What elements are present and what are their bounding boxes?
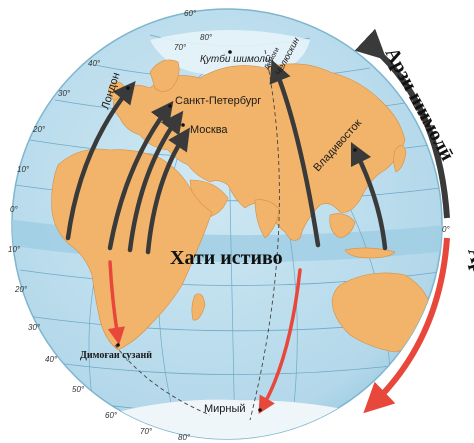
label-saint-petersburg: Санкт-Петербург xyxy=(175,95,261,107)
label-mirny: Мирный xyxy=(204,403,246,415)
australia xyxy=(331,272,433,353)
lat-20s: 20° xyxy=(14,285,28,294)
lat-70s: 70° xyxy=(140,427,153,436)
meridian-labels: 70° 80° xyxy=(174,33,213,52)
lat-50s: 50° xyxy=(72,385,85,394)
latitude-labels: 60° 40° 30° 20° 10° 0° 10° 20° 30° 40° 5… xyxy=(8,9,450,442)
dashed-route-south xyxy=(114,344,211,416)
north-hemisphere-arc xyxy=(354,28,450,219)
lat-0: 0° xyxy=(10,205,18,214)
south-hemisphere-arc xyxy=(363,237,450,414)
scandinavia xyxy=(149,59,180,92)
label-south-hemisphere: Арзи ҷанубӣ xyxy=(463,246,474,362)
label-equator: Хати истиво xyxy=(170,247,283,269)
lat-60s: 60° xyxy=(105,411,118,420)
lat-10n: 10° xyxy=(17,165,30,174)
lat-30n: 30° xyxy=(58,89,71,98)
meridian-80: 80° xyxy=(200,33,213,42)
madagascar xyxy=(191,293,206,321)
lat-0-right: 0° xyxy=(442,225,450,234)
meridian-70: 70° xyxy=(174,43,187,52)
label-north-pole: Қутби шимолӣ xyxy=(200,53,271,65)
dashed-meridian xyxy=(249,49,280,421)
lat-40n: 40° xyxy=(88,59,101,68)
northward-arrows xyxy=(65,59,388,255)
lat-60n: 60° xyxy=(184,9,197,18)
southeast-asia xyxy=(329,213,356,239)
lat-20n: 20° xyxy=(32,125,46,134)
label-cape-good-hope: Димоғаи сузанӣ xyxy=(80,350,152,361)
japan xyxy=(393,145,407,173)
india xyxy=(254,199,281,239)
label-moscow: Москва xyxy=(190,124,228,136)
city-markers xyxy=(116,50,357,412)
indonesia xyxy=(344,247,396,259)
lat-10s: 10° xyxy=(8,245,21,254)
lat-80s: 80° xyxy=(178,433,191,442)
lat-30s: 30° xyxy=(28,323,41,332)
lat-40s: 40° xyxy=(45,355,58,364)
southward-arrows xyxy=(107,260,302,415)
